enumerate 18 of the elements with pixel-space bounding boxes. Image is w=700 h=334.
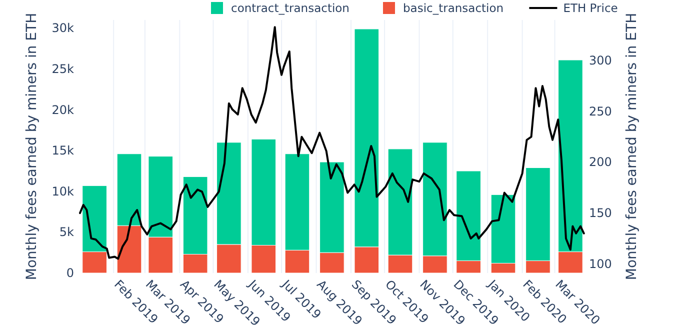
y2-tick-label: 100 xyxy=(589,256,612,271)
line-series xyxy=(79,26,585,260)
legend-label: ETH Price xyxy=(563,1,618,15)
y-tick-label: 15k xyxy=(52,144,74,158)
y2-tick-label: 150 xyxy=(589,206,612,220)
y-tick-label: 30k xyxy=(52,21,74,36)
y-tick-label: 25k xyxy=(52,62,74,76)
y-tick-label: 20k xyxy=(52,102,74,117)
legend-label: contract_transaction xyxy=(231,1,350,15)
y-tick-label: 10k xyxy=(52,184,74,198)
y2-tick-label: 300 xyxy=(589,54,612,68)
y-tick-label: 5k xyxy=(59,225,74,240)
y2-tick-label: 250 xyxy=(589,104,612,118)
legend-label: basic_transaction xyxy=(403,1,504,15)
y2-axis-title: Monthly fees earned by miners in ETH xyxy=(624,12,640,280)
y-tick-label: 0 xyxy=(66,266,74,280)
y-axis-title: Monthly fees earned by miners in ETH xyxy=(24,12,40,280)
y2-tick-label: 200 xyxy=(589,155,612,170)
